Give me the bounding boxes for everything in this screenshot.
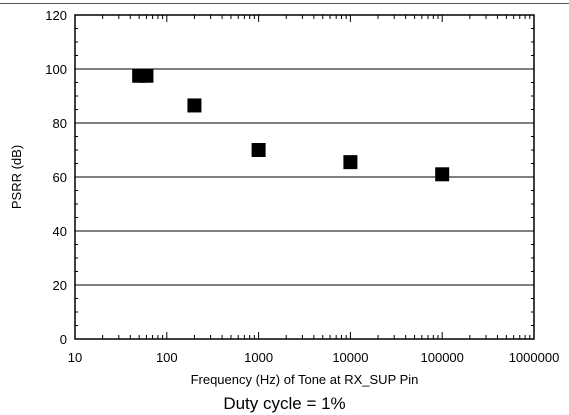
y-tick-label: 40 [53,224,67,239]
x-tick-label: 100000 [421,350,464,365]
x-tick-label: 100 [156,350,178,365]
y-tick-label: 60 [53,170,67,185]
data-point [251,143,266,157]
x-tick-label: 1000000 [509,350,560,365]
top-rule [0,3,569,4]
x-axis-label: Frequency (Hz) of Tone at RX_SUP Pin [191,372,419,387]
x-tick-labels: 10 100 1000 10000 100000 1000000 [68,350,560,365]
data-points [132,68,450,182]
y-tick-label: 0 [60,332,67,347]
x-tick-label: 10000 [332,350,368,365]
y-tick-labels: 0 20 40 60 80 100 120 [45,8,67,347]
y-tick-label: 100 [45,62,67,77]
y-axis-label: PSRR (dB) [9,145,24,209]
data-point [139,68,154,83]
data-point [435,167,450,182]
x-tick-label: 1000 [244,350,273,365]
y-tick-label: 120 [45,8,67,23]
grid [75,68,534,286]
plot-frame [74,14,535,340]
data-point [343,155,358,170]
psrr-chart: 0 20 40 60 80 100 120 10 100 1000 10000 100000 1000… [9,8,560,387]
x-tick-label: 10 [68,350,82,365]
caption: Duty cycle = 1% [223,394,346,413]
y-tick-label: 80 [53,116,67,131]
y-tick-label: 20 [53,278,67,293]
data-point [187,98,202,113]
